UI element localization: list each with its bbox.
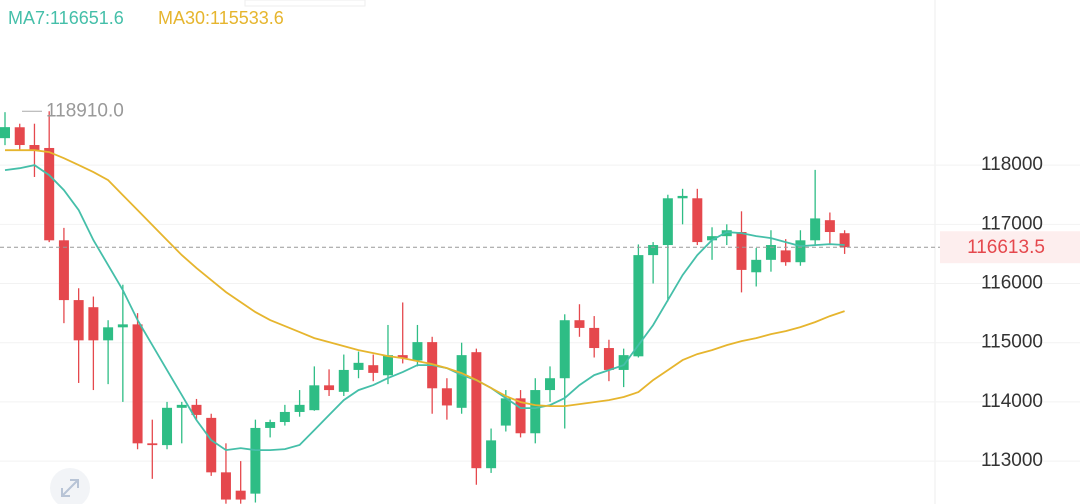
candle-body <box>648 245 659 256</box>
candle-body <box>545 378 556 391</box>
y-tick-label: 115000 <box>981 332 1043 353</box>
candle-body <box>58 240 69 301</box>
candle-body <box>294 404 305 412</box>
legend-ma7: MA7:116651.6 <box>8 8 124 28</box>
candle-body <box>220 472 231 500</box>
last-price-label: 116613.5 <box>967 237 1045 258</box>
y-tick-label: 117000 <box>981 213 1043 234</box>
candle-body <box>721 230 732 237</box>
candle-body <box>29 145 40 151</box>
candle-body <box>824 220 835 233</box>
candle-body <box>765 245 776 260</box>
candle-body <box>14 127 25 146</box>
candle-body <box>795 240 806 263</box>
candle-body <box>309 385 320 411</box>
candle-body <box>206 417 217 473</box>
candle-body <box>574 320 585 328</box>
ma-line <box>4 164 845 452</box>
candle-body <box>338 369 349 392</box>
candle-body <box>530 390 541 434</box>
candle-body <box>677 195 688 199</box>
candle-body <box>707 236 718 241</box>
candle-body <box>250 427 261 494</box>
candle-body <box>692 198 703 243</box>
candle-body <box>117 324 128 328</box>
candle-body <box>324 385 335 391</box>
candle-body <box>368 365 379 373</box>
candle-body <box>147 443 158 446</box>
candle-body <box>618 355 629 370</box>
candle-body <box>191 404 202 415</box>
candle-body <box>486 440 497 469</box>
y-tick-label: 113000 <box>981 450 1043 471</box>
candle-body <box>279 411 290 423</box>
y-tick-label: 118000 <box>981 154 1043 175</box>
candle-body <box>162 407 173 446</box>
expand-icon <box>61 479 79 497</box>
candle-body <box>633 255 644 357</box>
candle-body <box>751 259 762 273</box>
ma-line <box>5 149 845 407</box>
candle-body <box>397 355 408 359</box>
candle-body <box>603 348 614 370</box>
legend-ma30: MA30:115533.6 <box>158 8 284 28</box>
candle-body <box>103 327 114 341</box>
y-tick-label: 114000 <box>981 391 1043 412</box>
candle-body <box>662 198 673 246</box>
candle-body <box>382 355 393 376</box>
candle-body <box>353 362 364 370</box>
candle-body <box>839 233 850 248</box>
candle-body <box>780 250 791 263</box>
candle-body <box>441 388 452 406</box>
candle-body <box>265 422 276 428</box>
candle-body <box>412 342 423 361</box>
candle-body <box>500 398 511 426</box>
candle-body <box>88 307 99 341</box>
candle-body <box>235 490 246 500</box>
candle-body <box>559 320 570 379</box>
candle-body <box>456 355 467 408</box>
candle-body <box>132 324 143 444</box>
candle-body <box>176 404 187 408</box>
candle-body <box>0 127 10 139</box>
candle-body <box>73 300 84 341</box>
candle-body <box>44 147 55 241</box>
candle-body <box>736 232 747 270</box>
candle-body <box>589 327 600 349</box>
top-frame <box>244 0 366 7</box>
candle-body <box>471 352 482 469</box>
last-price-box <box>940 231 1080 264</box>
expand-circle <box>50 468 90 504</box>
candle-body <box>810 218 821 241</box>
high-marker-label: 118910.0 <box>46 100 124 121</box>
y-tick-label: 116000 <box>981 273 1043 294</box>
candle-body <box>515 398 526 434</box>
expand-button[interactable] <box>50 468 90 504</box>
